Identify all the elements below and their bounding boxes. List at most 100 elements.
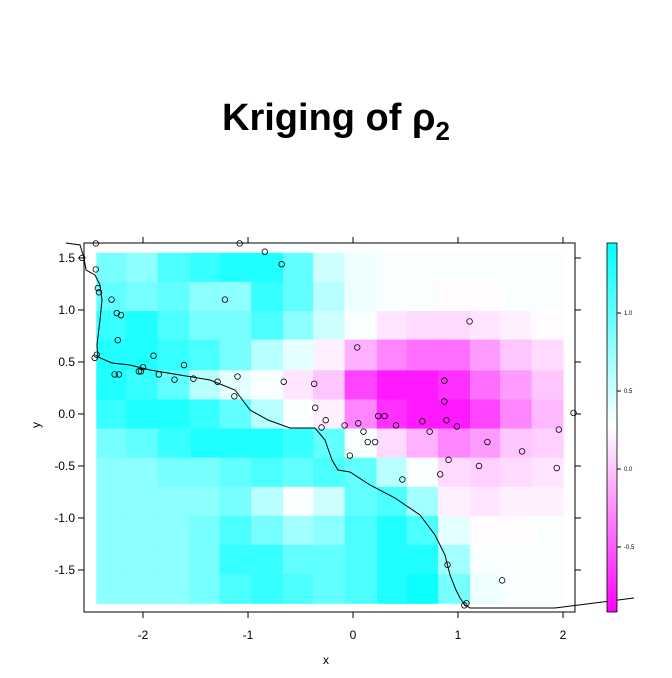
data-point bbox=[92, 240, 99, 247]
heat-cell bbox=[219, 370, 252, 401]
data-point bbox=[114, 336, 122, 344]
data-point bbox=[231, 393, 238, 400]
heat-cell bbox=[157, 486, 190, 517]
heat-cell bbox=[438, 515, 471, 546]
heat-cell bbox=[531, 545, 564, 575]
data-point bbox=[91, 354, 98, 362]
heat-cell bbox=[157, 339, 190, 371]
heat-cell bbox=[251, 486, 284, 517]
x-tick-label: 0 bbox=[350, 628, 357, 642]
data-point bbox=[150, 352, 157, 359]
heat-cell bbox=[251, 574, 284, 604]
data-point bbox=[570, 409, 577, 417]
heat-cell bbox=[470, 311, 502, 341]
heat-cell bbox=[470, 486, 502, 517]
heat-cell bbox=[189, 339, 221, 371]
heat-cell bbox=[283, 486, 315, 517]
heat-cell bbox=[219, 399, 252, 430]
heat-cell bbox=[438, 428, 471, 459]
data-point bbox=[261, 248, 269, 255]
data-point bbox=[171, 376, 178, 383]
chart-title: Kriging of ρ2 bbox=[222, 97, 450, 146]
heat-cell bbox=[96, 311, 128, 341]
heat-cell bbox=[251, 515, 284, 546]
heat-cell bbox=[531, 281, 564, 312]
data-point bbox=[214, 378, 221, 385]
x-tick-label: 1 bbox=[455, 628, 462, 642]
heat-cell bbox=[438, 574, 471, 604]
heat-cell bbox=[406, 574, 439, 604]
data-point bbox=[475, 462, 483, 470]
heat-cell bbox=[219, 574, 252, 604]
data-point bbox=[484, 438, 491, 446]
heat-cell bbox=[531, 486, 564, 517]
data-point bbox=[444, 561, 451, 568]
data-point bbox=[553, 464, 560, 472]
heat-cell bbox=[438, 457, 471, 488]
heat-cell bbox=[531, 399, 564, 430]
heat-cell bbox=[283, 252, 315, 283]
heat-cell bbox=[500, 281, 533, 312]
data-point bbox=[375, 412, 382, 420]
heat-cell bbox=[438, 252, 471, 283]
colorbar bbox=[606, 242, 618, 613]
heat-cell bbox=[157, 545, 190, 575]
heat-cell bbox=[96, 574, 128, 604]
heat-cell bbox=[283, 399, 315, 430]
heat-cell bbox=[219, 311, 252, 341]
data-point bbox=[419, 418, 426, 425]
colorbar-tick-label: -0.5 bbox=[624, 545, 635, 551]
data-point bbox=[354, 344, 361, 351]
heat-cell bbox=[344, 428, 377, 459]
heat-cell bbox=[251, 545, 284, 575]
data-point bbox=[310, 380, 318, 388]
y-axis-label: y bbox=[29, 422, 43, 428]
data-point bbox=[190, 375, 197, 382]
x-tick-label: -2 bbox=[138, 628, 149, 642]
data-point bbox=[461, 602, 468, 609]
heat-cell bbox=[251, 428, 284, 459]
heat-cell bbox=[126, 428, 159, 459]
data-point bbox=[441, 398, 448, 405]
data-point bbox=[180, 361, 188, 369]
data-point bbox=[111, 371, 118, 378]
heat-cell bbox=[96, 457, 128, 488]
heat-cell bbox=[157, 457, 190, 488]
data-point bbox=[381, 412, 388, 420]
heat-cell bbox=[406, 339, 439, 371]
heat-cell bbox=[126, 515, 159, 546]
heat-cell bbox=[500, 545, 533, 575]
heat-cell bbox=[96, 428, 128, 459]
heat-cell bbox=[313, 545, 346, 575]
x-tick-label: 2 bbox=[560, 628, 567, 642]
heat-cell bbox=[500, 311, 533, 341]
data-point bbox=[498, 577, 506, 584]
heat-cell bbox=[438, 281, 471, 312]
heat-cell bbox=[376, 457, 408, 488]
heat-cell bbox=[438, 370, 471, 401]
heat-cell bbox=[283, 457, 315, 488]
heat-cell bbox=[157, 515, 190, 546]
heat-cell bbox=[376, 486, 408, 517]
heat-cell bbox=[470, 515, 502, 546]
y-tick-label: -1.0 bbox=[54, 511, 75, 525]
heat-cell bbox=[470, 370, 502, 401]
heat-cell bbox=[406, 428, 439, 459]
data-point bbox=[236, 240, 243, 247]
heat-cell bbox=[126, 252, 159, 283]
heat-cell bbox=[376, 399, 408, 430]
data-point bbox=[399, 476, 406, 483]
heat-cell bbox=[251, 311, 284, 341]
heat-cell bbox=[406, 311, 439, 341]
heat-cell bbox=[251, 457, 284, 488]
heat-cell bbox=[219, 486, 252, 517]
data-point bbox=[426, 428, 433, 435]
x-axis-label: x bbox=[323, 653, 329, 667]
heat-cell bbox=[313, 252, 346, 283]
data-point bbox=[318, 424, 325, 431]
heat-cell bbox=[500, 399, 533, 430]
data-point bbox=[78, 254, 86, 262]
heat-cell bbox=[376, 545, 408, 575]
heat-cell bbox=[283, 370, 315, 401]
